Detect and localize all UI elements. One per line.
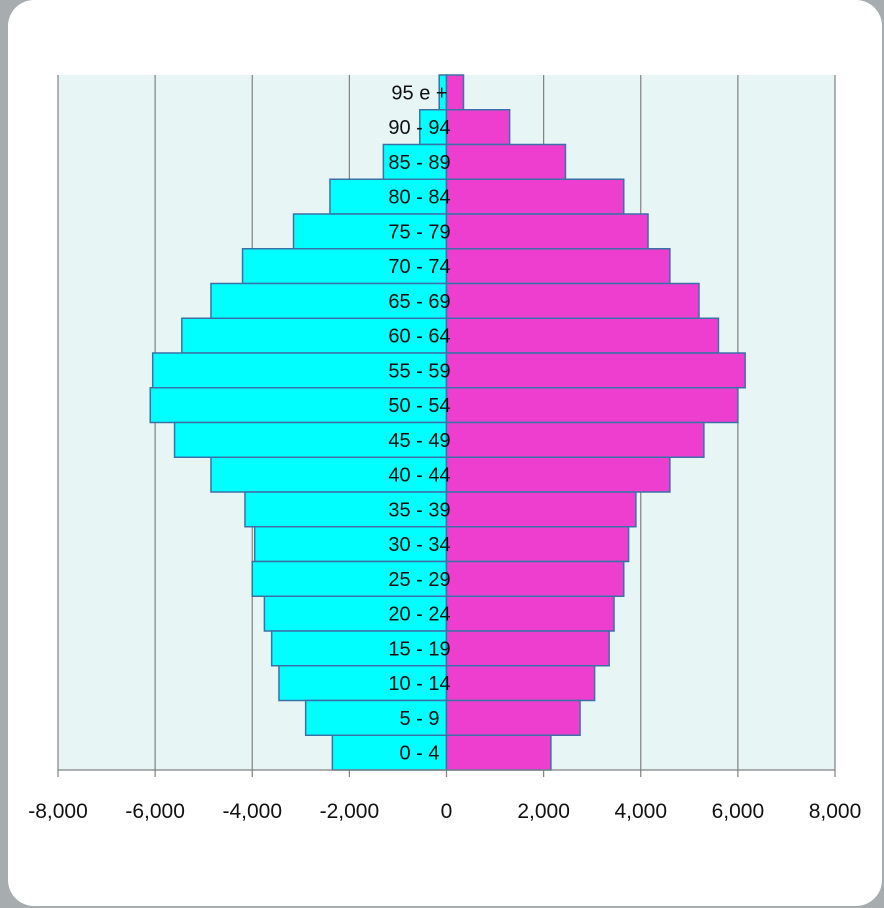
age-group-label: 35 - 39	[388, 499, 450, 521]
x-tick-label: 2,000	[517, 800, 570, 823]
x-tick-label: -8,000	[28, 800, 88, 823]
age-group-label: 80 - 84	[388, 187, 450, 209]
bar-right	[445, 143, 567, 180]
bar-right	[445, 699, 581, 736]
bar-right	[445, 248, 671, 285]
bar-right	[445, 456, 671, 493]
bar-left	[263, 595, 448, 632]
age-group-label: 40 - 44	[388, 465, 450, 487]
bar-left	[251, 560, 448, 597]
age-group-label: 25 - 29	[388, 569, 450, 591]
bar-right	[445, 74, 465, 111]
age-group-label: 10 - 14	[388, 673, 450, 695]
bar-left	[419, 109, 448, 146]
age-group-label: 20 - 24	[388, 604, 450, 626]
age-group-label: 5 - 9	[399, 708, 439, 730]
bar-right	[445, 665, 596, 702]
bar-left	[278, 665, 448, 702]
bar-right	[445, 213, 649, 250]
age-group-label: 85 - 89	[388, 152, 450, 174]
x-tick-label: -6,000	[125, 800, 185, 823]
age-group-label: 65 - 69	[388, 291, 450, 313]
age-group-label: 50 - 54	[388, 395, 450, 417]
x-tick-label: -4,000	[222, 800, 282, 823]
bar-right	[445, 421, 705, 458]
bar-right	[445, 178, 625, 215]
age-group-label: 95 e +	[391, 82, 447, 104]
bar-left	[210, 456, 448, 493]
bar-left	[331, 734, 448, 771]
bar-left	[329, 178, 448, 215]
bar-right	[445, 734, 552, 771]
x-tick-label: 8,000	[809, 800, 862, 823]
bar-right	[445, 387, 739, 424]
bar-right	[445, 595, 615, 632]
age-group-label: 15 - 19	[388, 638, 450, 660]
bar-right	[445, 317, 720, 354]
bar-left	[253, 526, 448, 563]
age-group-label: 55 - 59	[388, 360, 450, 382]
chart-card: -8,000 -6,000 -4,000 -2,000 0 2,000 4,000 6,000…	[8, 0, 882, 906]
x-tick-label: 0	[441, 800, 453, 823]
bar-right	[445, 630, 610, 667]
bar-right	[445, 560, 625, 597]
bar-right	[445, 109, 511, 146]
bar-right	[445, 282, 700, 319]
age-group-label: 60 - 64	[388, 326, 450, 348]
age-group-label: 90 - 94	[388, 117, 450, 139]
bar-right	[445, 491, 637, 528]
bar-right	[445, 526, 630, 563]
bar-left	[270, 630, 448, 667]
age-group-label: 30 - 34	[388, 534, 450, 556]
age-group-label: 70 - 74	[388, 256, 450, 278]
x-tick-label: -2,000	[320, 800, 380, 823]
population-pyramid-chart: -8,000 -6,000 -4,000 -2,000 0 2,000 4,000 6,000…	[28, 74, 862, 823]
x-tick-label: 6,000	[712, 800, 765, 823]
x-tick-label: 4,000	[614, 800, 667, 823]
bar-left	[149, 387, 448, 424]
age-group-label: 75 - 79	[388, 221, 450, 243]
age-group-label: 45 - 49	[388, 430, 450, 452]
bar-left	[304, 699, 448, 736]
bar-left	[241, 248, 448, 285]
bar-left	[181, 317, 448, 354]
bar-right	[445, 352, 746, 389]
age-group-label: 0 - 4	[399, 743, 439, 765]
